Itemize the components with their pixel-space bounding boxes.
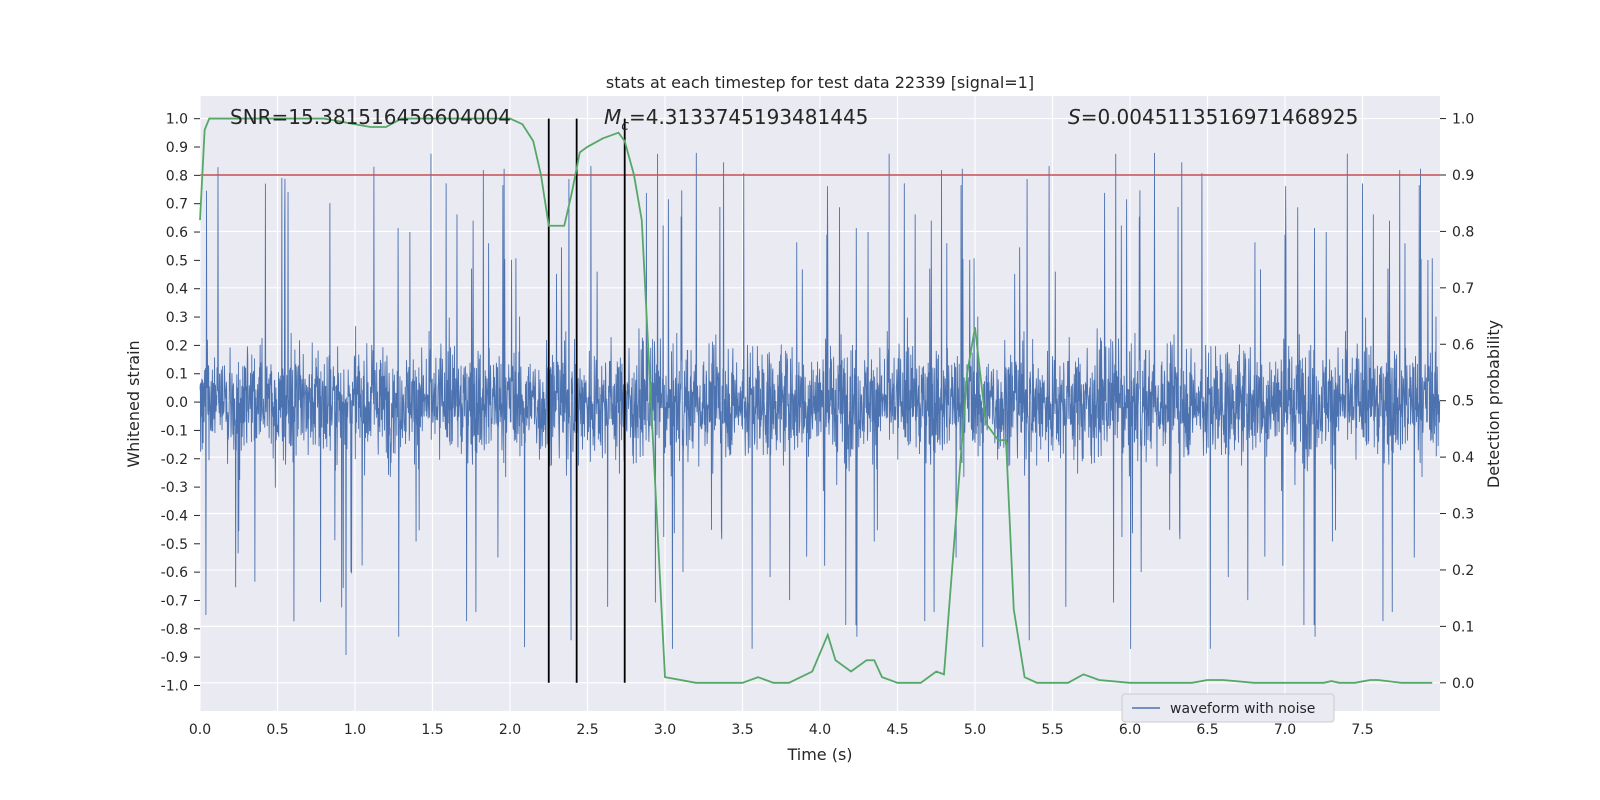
y-left-tick-label: 0.0: [166, 395, 188, 411]
x-tick-label: 7.5: [1351, 722, 1373, 738]
x-tick-label: 0.5: [266, 722, 288, 738]
y-left-tick-label: 0.3: [166, 310, 188, 326]
y-left-tick-label: 1.0: [166, 112, 188, 128]
y-right-tick-label: 1.0: [1452, 112, 1474, 128]
x-tick-label: 2.0: [499, 722, 521, 738]
overlay: [199, 117, 1440, 684]
y-left-tick-label: -0.8: [161, 622, 188, 638]
mc-value: =4.3133745193481445: [629, 105, 868, 129]
y-left-tick-label: 0.1: [166, 367, 188, 383]
y-left-tick-label: -0.9: [161, 650, 188, 666]
y-left-tick-label: -1.0: [161, 678, 188, 694]
x-tick-labels: 0.0 0.5 1.0 1.5 2.0 2.5 3.0 3.5 4.0 4.5 5.0 5.5 6.0 6…: [189, 722, 1374, 738]
detection-probability-line: [199, 117, 1433, 684]
s-value: =0.0045113516971468925: [1081, 105, 1359, 129]
y-left-tick-label: -0.7: [161, 593, 188, 609]
y-right-tick-label: 0.7: [1452, 281, 1474, 297]
y-left-tick-label: -0.6: [161, 565, 188, 581]
s-annotation: S=0.0045113516971468925: [1068, 105, 1358, 129]
y-right-tick-label: 0.3: [1452, 507, 1474, 523]
y-left-tick-label: -0.3: [161, 480, 188, 496]
y-left-tick-label: 0.8: [166, 168, 188, 184]
y-right-tick-label: 0.5: [1452, 394, 1474, 410]
y-left-tick-label: -0.5: [161, 537, 188, 553]
x-tick-label: 1.5: [421, 722, 443, 738]
y-left-tick-label: 0.4: [166, 282, 188, 298]
x-tick-label: 4.0: [809, 722, 831, 738]
y-right-tick-label: 0.1: [1452, 619, 1474, 635]
x-tick-label: 6.0: [1119, 722, 1141, 738]
x-tick-label: 1.0: [344, 722, 366, 738]
s-symbol: S: [1068, 105, 1081, 129]
snr-annotation: SNR=15.381516456604004: [230, 105, 511, 129]
x-tick-label: 4.5: [886, 722, 908, 738]
y-right-tick-label: 0.9: [1452, 168, 1474, 184]
x-axis-label: Time (s): [786, 745, 852, 764]
legend-box: [1121, 693, 1335, 723]
y-left-tick-label: -0.2: [161, 452, 188, 468]
y-right-tick-label: 0.4: [1452, 450, 1474, 466]
chart-title: stats at each timestep for test data 223…: [606, 73, 1034, 92]
y-left-tick-label: 0.5: [166, 253, 188, 269]
mc-symbol: M: [604, 105, 621, 129]
waveform-line: [199, 152, 1441, 656]
y-left-tick-label: 0.9: [166, 140, 188, 156]
y-left-tick-label: 0.6: [166, 225, 188, 241]
y-left-tick-label: 0.2: [166, 338, 188, 354]
y-left-tick-label: 0.7: [166, 197, 188, 213]
x-tick-label: 3.0: [654, 722, 676, 738]
y-left-tick-label: -0.1: [161, 423, 188, 439]
x-tick-label: 5.5: [1041, 722, 1063, 738]
y-right-tick-label: 0.0: [1452, 676, 1474, 692]
x-tick-label: 0.0: [189, 722, 211, 738]
legend-label: waveform with noise: [1170, 701, 1315, 717]
x-tick-label: 2.5: [576, 722, 598, 738]
y-right-tick-label: 0.6: [1452, 337, 1474, 353]
x-tick-label: 5.0: [964, 722, 986, 738]
y-left-axis-label: Whitened strain: [124, 340, 143, 467]
y-right-axis-label: Detection probability: [1484, 320, 1503, 488]
y-right-tick-label: 0.2: [1452, 563, 1474, 579]
x-tick-label: 6.5: [1196, 722, 1218, 738]
y-right-tick-labels: 1.0 0.9 0.8 0.7 0.6 0.5 0.4 0.3 0.2 0.1 0.0: [1440, 112, 1474, 692]
y-left-tick-label: -0.4: [161, 508, 188, 524]
x-tick-label: 3.5: [731, 722, 753, 738]
chirp-mass-annotation: Mc=4.3133745193481445: [604, 105, 868, 134]
y-left-tick-labels: 1.0 0.9 0.8 0.7 0.6 0.5 0.4 0.3 0.2 0.1 0.0 -0.1 -0.…: [161, 112, 200, 694]
waveform-series: [199, 152, 1441, 656]
legend: waveform with noise: [1121, 693, 1335, 723]
mc-subscript: c: [621, 118, 629, 134]
y-right-tick-label: 0.8: [1452, 224, 1474, 240]
x-tick-label: 7.0: [1274, 722, 1296, 738]
